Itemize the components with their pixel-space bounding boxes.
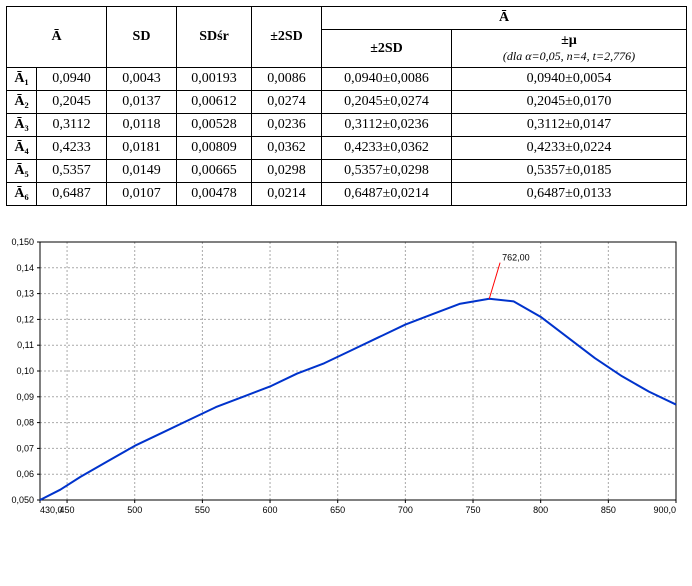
cell-pm2sd-text: 0,2045±0,0274	[322, 91, 452, 114]
svg-text:762,00: 762,00	[502, 253, 530, 263]
cell-a: 0,4233	[37, 137, 107, 160]
cell-sd: 0,0043	[107, 68, 177, 91]
row-label: Ā₄	[7, 137, 37, 160]
header-pm2sd: ±2SD	[252, 7, 322, 68]
svg-text:800: 800	[533, 505, 548, 515]
header-abar: Ā	[7, 7, 107, 68]
svg-text:450: 450	[60, 505, 75, 515]
cell-pm2sd-text: 0,5357±0,0298	[322, 160, 452, 183]
cell-pm2sd-text: 0,3112±0,0236	[322, 114, 452, 137]
cell-sdsr: 0,00809	[177, 137, 252, 160]
cell-sd: 0,0118	[107, 114, 177, 137]
svg-text:0,09: 0,09	[16, 392, 34, 402]
svg-text:550: 550	[195, 505, 210, 515]
svg-text:0,07: 0,07	[16, 443, 34, 453]
cell-pm2sd: 0,0214	[252, 183, 322, 206]
cell-pm2sd-text: 0,4233±0,0362	[322, 137, 452, 160]
row-label: Ā₃	[7, 114, 37, 137]
svg-text:650: 650	[330, 505, 345, 515]
header-pmmu-note: (dla α=0,05, n=4, t=2,776)	[456, 49, 682, 64]
svg-text:0,12: 0,12	[16, 314, 34, 324]
cell-pmmu-text: 0,3112±0,0147	[452, 114, 687, 137]
cell-a: 0,2045	[37, 91, 107, 114]
svg-text:0,050: 0,050	[11, 495, 34, 505]
cell-pm2sd: 0,0236	[252, 114, 322, 137]
cell-sdsr: 0,00665	[177, 160, 252, 183]
cell-pm2sd-text: 0,0940±0,0086	[322, 68, 452, 91]
header-sub-pm2sd: ±2SD	[322, 30, 452, 68]
cell-sdsr: 0,00478	[177, 183, 252, 206]
table-row: Ā₁0,09400,00430,001930,00860,0940±0,0086…	[7, 68, 687, 91]
cell-a: 0,0940	[37, 68, 107, 91]
cell-pm2sd: 0,0274	[252, 91, 322, 114]
cell-pm2sd: 0,0362	[252, 137, 322, 160]
cell-pmmu-text: 0,0940±0,0054	[452, 68, 687, 91]
header-sd: SD	[107, 7, 177, 68]
svg-text:600: 600	[263, 505, 278, 515]
row-label: Ā₂	[7, 91, 37, 114]
table-row: Ā₄0,42330,01810,008090,03620,4233±0,0362…	[7, 137, 687, 160]
cell-sdsr: 0,00193	[177, 68, 252, 91]
svg-text:0,06: 0,06	[16, 469, 34, 479]
cell-sd: 0,0149	[107, 160, 177, 183]
cell-pm2sd-text: 0,6487±0,0214	[322, 183, 452, 206]
table-row: Ā₅0,53570,01490,006650,02980,5357±0,0298…	[7, 160, 687, 183]
cell-pmmu-text: 0,6487±0,0133	[452, 183, 687, 206]
cell-pmmu-text: 0,2045±0,0170	[452, 91, 687, 114]
svg-text:0,14: 0,14	[16, 263, 34, 273]
svg-text:900,0: 900,0	[653, 505, 676, 515]
cell-pmmu-text: 0,4233±0,0224	[452, 137, 687, 160]
table-row: Ā₂0,20450,01370,006120,02740,2045±0,0274…	[7, 91, 687, 114]
table-row: Ā₆0,64870,01070,004780,02140,6487±0,0214…	[7, 183, 687, 206]
row-label: Ā₁	[7, 68, 37, 91]
cell-sd: 0,0137	[107, 91, 177, 114]
svg-text:0,11: 0,11	[17, 340, 34, 350]
spectrum-chart: 0,050 0,06 0,07 0,08 0,09 0,10 0,11 0,12 0,13 0,1…	[6, 234, 686, 539]
cell-pm2sd: 0,0298	[252, 160, 322, 183]
cell-a: 0,6487	[37, 183, 107, 206]
cell-sdsr: 0,00612	[177, 91, 252, 114]
header-abar-top: Ā	[322, 7, 687, 30]
cell-sd: 0,0181	[107, 137, 177, 160]
svg-text:0,10: 0,10	[16, 366, 34, 376]
svg-text:850: 850	[601, 505, 616, 515]
cell-sd: 0,0107	[107, 183, 177, 206]
row-label: Ā₆	[7, 183, 37, 206]
svg-text:0,150: 0,150	[11, 237, 34, 247]
header-sdsr: SDśr	[177, 7, 252, 68]
cell-a: 0,5357	[37, 160, 107, 183]
cell-sdsr: 0,00528	[177, 114, 252, 137]
row-label: Ā₅	[7, 160, 37, 183]
cell-a: 0,3112	[37, 114, 107, 137]
header-pmmu-text: ±µ	[456, 33, 682, 49]
cell-pmmu-text: 0,5357±0,0185	[452, 160, 687, 183]
svg-text:700: 700	[398, 505, 413, 515]
svg-text:750: 750	[466, 505, 481, 515]
svg-text:500: 500	[127, 505, 142, 515]
cell-pm2sd: 0,0086	[252, 68, 322, 91]
svg-text:0,13: 0,13	[16, 289, 34, 299]
header-sdsr-text: SDśr	[199, 29, 229, 44]
table-row: Ā₃0,31120,01180,005280,02360,3112±0,0236…	[7, 114, 687, 137]
statistics-table: Ā SD SDśr ±2SD Ā ±2SD ±µ (dla α=0,05, n=…	[6, 6, 687, 206]
table-body: Ā₁0,09400,00430,001930,00860,0940±0,0086…	[7, 68, 687, 206]
header-sub-pmmu: ±µ (dla α=0,05, n=4, t=2,776)	[452, 30, 687, 68]
svg-text:0,08: 0,08	[16, 418, 34, 428]
chart-svg: 0,050 0,06 0,07 0,08 0,09 0,10 0,11 0,12 0,13 0,1…	[6, 234, 686, 534]
